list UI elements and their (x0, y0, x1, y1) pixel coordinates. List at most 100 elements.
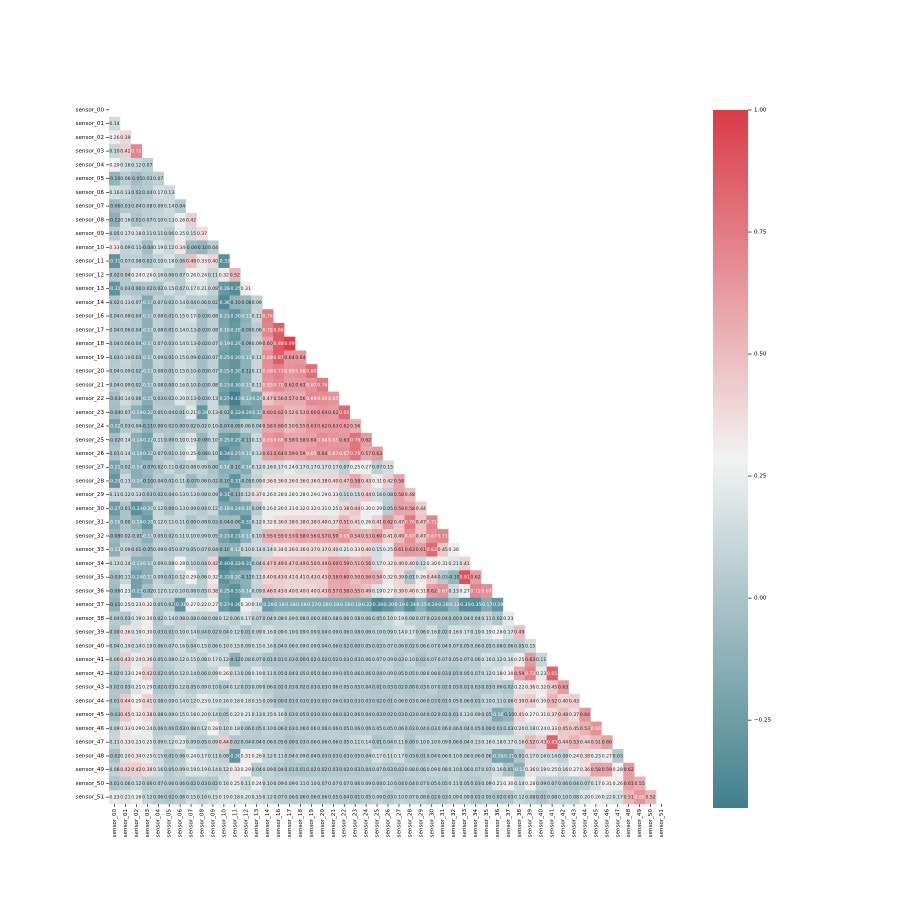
heatmap-cell (174, 570, 186, 585)
heatmap-cell (152, 185, 165, 200)
heatmap-cell (119, 529, 132, 544)
heatmap-cell (360, 570, 372, 585)
heatmap-cell (152, 790, 165, 805)
cell-label: 0.19 (252, 602, 262, 608)
cell-label: 0.71 (438, 533, 448, 539)
cell-label: 0.04 (131, 327, 141, 333)
cell-label: 0.13 (230, 671, 240, 677)
heatmap-cell (305, 460, 318, 475)
cell-label: 0.10 (558, 795, 568, 801)
cell-label: -0.18 (338, 602, 350, 608)
cell-label: -0.13 (240, 355, 252, 361)
cell-label: 0.02 (186, 424, 196, 430)
heatmap-cell (119, 694, 132, 709)
x-tick-label: sensor_34 (473, 809, 479, 838)
heatmap-cell (360, 446, 372, 461)
cell-label: 0.00 (186, 520, 196, 526)
heatmap-cell (502, 790, 515, 805)
heatmap-cell (218, 597, 230, 612)
heatmap-cell (218, 625, 230, 640)
cell-label: 0.60 (306, 410, 316, 416)
heatmap-cell (371, 570, 383, 585)
cell-label: -0.31 (229, 478, 241, 484)
heatmap-cell (130, 515, 143, 530)
heatmap-cell (316, 707, 329, 722)
cell-label: 0.03 (383, 767, 393, 773)
heatmap-cell (415, 680, 427, 695)
heatmap-cell (174, 281, 186, 296)
cell-label: 0.46 (263, 588, 273, 594)
cell-label: 0.17 (591, 781, 601, 787)
cell-label: -0.06 (185, 245, 197, 251)
x-tick-label: sensor_45 (593, 809, 599, 838)
cell-label: 0.01 (470, 795, 480, 801)
cell-label: 0.50 (284, 424, 294, 430)
heatmap-cell (295, 364, 307, 379)
cell-label: 0.04 (142, 190, 152, 196)
cell-label: 0.07 (175, 547, 185, 553)
heatmap-cell (207, 350, 219, 365)
cell-label: 0.11 (164, 520, 174, 526)
heatmap-cell (229, 721, 241, 736)
heatmap-cell (163, 405, 175, 420)
heatmap-cell (262, 350, 274, 365)
heatmap-cell (174, 597, 186, 612)
cell-label: 0.06 (120, 781, 130, 787)
cell-label: 0.05 (481, 643, 491, 649)
cell-label: 0.14 (263, 547, 273, 553)
heatmap-cell (579, 776, 591, 791)
cell-label: -0.13 (130, 561, 142, 567)
heatmap-cell (152, 625, 165, 640)
cell-label: 0.08 (164, 561, 174, 567)
heatmap-cell (360, 694, 372, 709)
heatmap-cell (251, 790, 263, 805)
cell-label: 0.14 (186, 671, 196, 677)
cell-label: 0.07 (273, 795, 283, 801)
heatmap-cell (240, 364, 252, 379)
heatmap-cell (338, 749, 351, 764)
cell-label: 0.58 (284, 437, 294, 443)
heatmap-cell (185, 309, 197, 324)
heatmap-cell (240, 749, 252, 764)
cell-label: 0.03 (470, 685, 480, 691)
cell-label: 0.36 (580, 767, 590, 773)
cell-label: 0.04 (109, 369, 119, 375)
cell-label: -0.10 (229, 300, 241, 306)
heatmap-cell (251, 515, 263, 530)
cell-label: 0.06 (449, 740, 459, 746)
heatmap-cell (338, 432, 351, 447)
heatmap-cell (295, 446, 307, 461)
cell-label: -0.03 (196, 314, 208, 320)
cell-label: 0.04 (383, 740, 393, 746)
cell-label: -0.26 (262, 602, 274, 608)
cell-label: 0.37 (306, 547, 316, 553)
cell-label: -0.04 (141, 245, 153, 251)
y-tick-label: sensor_44 (76, 698, 105, 704)
cell-label: 0.08 (186, 465, 196, 471)
cell-label: 0.09 (153, 204, 163, 210)
heatmap-cell (415, 501, 427, 516)
cell-label: 0.28 (284, 492, 294, 498)
cell-label: 0.73 (273, 369, 283, 375)
heatmap-cell (174, 199, 186, 214)
heatmap-cell (448, 666, 460, 681)
cell-label: 0.64 (317, 410, 327, 416)
cell-label: 0.13 (252, 451, 262, 457)
heatmap-cell (207, 267, 219, 282)
heatmap-cell (240, 474, 252, 489)
cell-label: 0.07 (208, 341, 218, 347)
cell-label: 0.32 (219, 272, 229, 278)
heatmap-cell (174, 666, 186, 681)
heatmap-cell (141, 446, 154, 461)
heatmap-cell (513, 707, 526, 722)
cell-label: 0.15 (252, 698, 262, 704)
heatmap-cell (382, 501, 394, 516)
cell-label: 0.33 (350, 547, 360, 553)
heatmap-cell (426, 529, 438, 544)
y-tick-label: sensor_30 (76, 506, 105, 512)
heatmap-cell (305, 419, 318, 434)
heatmap-cell (229, 295, 241, 310)
heatmap-cell (459, 639, 471, 654)
heatmap-cell (141, 199, 154, 214)
cell-label: 0.15 (186, 657, 196, 663)
